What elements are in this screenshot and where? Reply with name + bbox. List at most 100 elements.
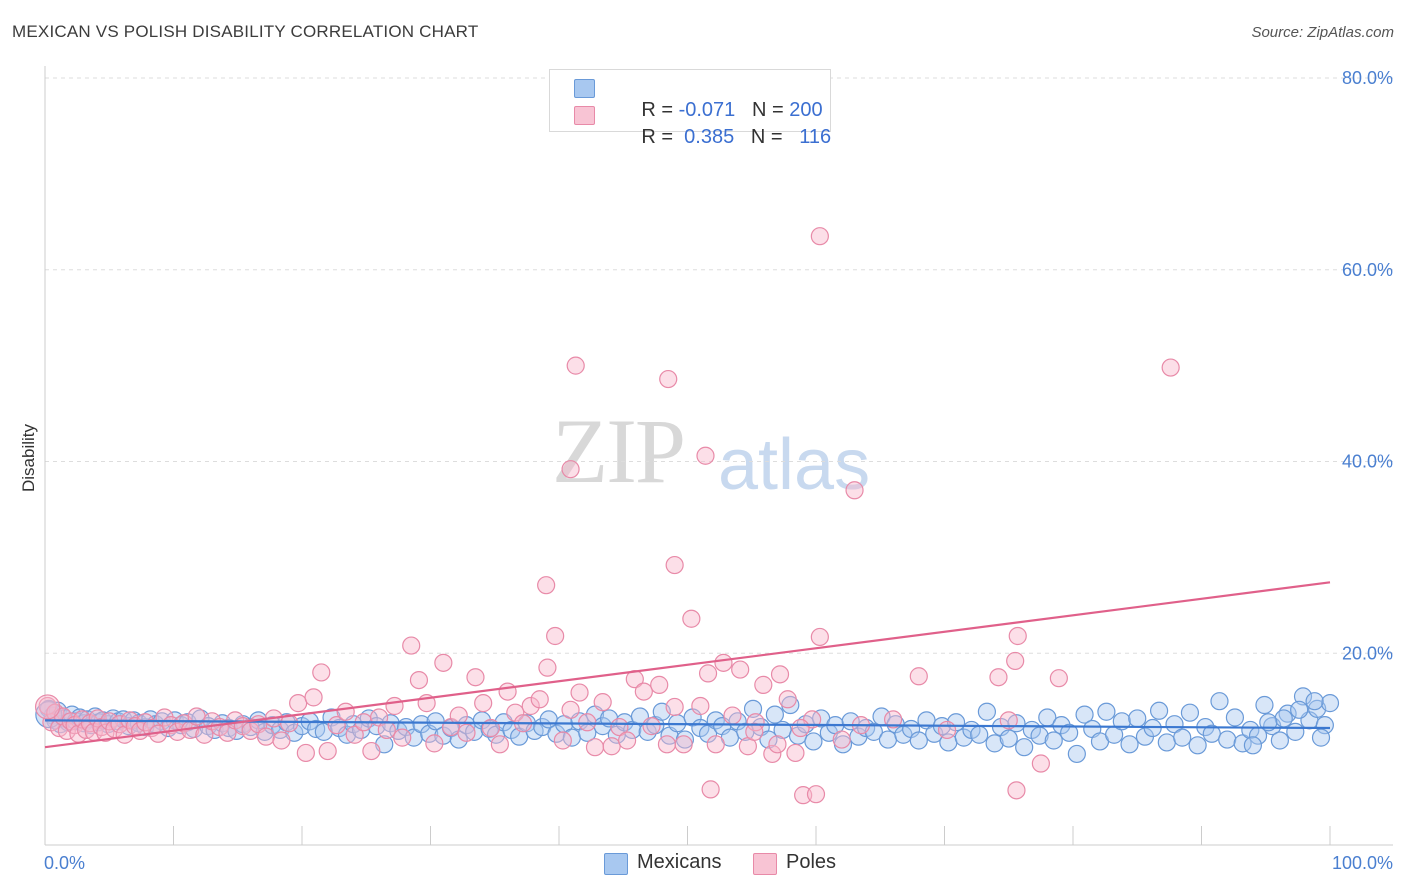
poles-point: [434, 653, 453, 672]
mexicans-point: [1270, 731, 1289, 750]
poles-point: [1049, 669, 1068, 688]
poles-point: [659, 369, 678, 389]
mexicans-point: [1305, 692, 1324, 711]
chart-title: MEXICAN VS POLISH DISABILITY CORRELATION…: [12, 22, 479, 41]
legend-swatch-poles: [574, 106, 595, 125]
poles-point: [674, 735, 693, 754]
mexicans-point: [330, 718, 349, 738]
poles-point: [327, 716, 346, 735]
poles-point: [289, 694, 308, 713]
poles-point: [845, 481, 864, 500]
bottom-legend-swatch-mexicans: [604, 853, 628, 875]
poles-point: [585, 738, 605, 757]
poles-point: [806, 785, 826, 804]
legend-r-label: R =: [641, 99, 679, 121]
y-axis-label: Disability: [19, 423, 38, 492]
poles-point: [490, 735, 509, 754]
mexicans-point: [1286, 722, 1305, 741]
poles-point: [553, 731, 572, 750]
poles-point: [989, 668, 1008, 687]
mexicans-point: [977, 702, 997, 721]
poles-point: [187, 707, 206, 726]
watermark-atlas: atlas: [718, 425, 871, 505]
tick-labels: 20.0% 40.0% 60.0% 80.0% 0.0% 100.0%: [44, 68, 1393, 873]
poles-point: [602, 737, 621, 756]
legend-n-value: 200: [789, 99, 823, 121]
legend-row-mexicans: R = -0.071 N = 200: [550, 76, 830, 121]
mexicans-point: [1218, 730, 1237, 749]
mexicans-point: [1293, 687, 1313, 706]
mexicans-point: [1320, 694, 1340, 713]
poles-point: [566, 356, 585, 375]
legend-swatch-mexicans: [574, 79, 595, 98]
mexicans-points: [35, 687, 1340, 764]
poles-point: [754, 675, 773, 694]
poles-point: [642, 717, 661, 736]
poles-point: [34, 694, 61, 720]
mexicans-point: [1311, 728, 1331, 747]
mexicans-point: [909, 731, 928, 750]
y-tick-label: 60.0%: [1342, 260, 1393, 280]
poles-point: [1161, 358, 1180, 377]
mexicans-point: [412, 715, 431, 734]
poles-point: [457, 723, 476, 742]
poles-point: [691, 696, 710, 716]
mexicans-point: [1149, 701, 1169, 720]
poles-point: [280, 714, 299, 733]
poles-point: [393, 728, 412, 747]
poles-point: [763, 744, 782, 764]
poles-point: [701, 780, 720, 799]
mexicans-point: [1255, 695, 1274, 715]
poles-point: [657, 735, 677, 754]
mexicans-point: [985, 734, 1004, 753]
mexicans-point: [1120, 735, 1139, 754]
poles-point: [318, 741, 337, 761]
poles-point: [402, 636, 421, 655]
legend-r-label: R =: [641, 126, 679, 148]
poles-point: [1006, 651, 1025, 671]
poles-point: [336, 702, 355, 721]
legend-r-value: -0.071: [678, 99, 736, 121]
mexicans-point: [804, 732, 823, 751]
poles-point: [786, 743, 805, 763]
poles-point: [682, 609, 701, 628]
poles-point: [593, 693, 612, 712]
poles-point: [665, 555, 684, 575]
poles-point: [409, 670, 429, 690]
mexicans-point: [878, 730, 898, 749]
poles-point: [546, 626, 565, 646]
mexicans-point: [999, 729, 1018, 748]
legend-r-value: 0.385: [684, 126, 735, 148]
mexicans-point: [1060, 723, 1079, 742]
mexicans-point: [970, 725, 989, 744]
poles-point: [714, 653, 733, 672]
mexicans-trend-line: [44, 719, 1331, 730]
mexicans-point: [1259, 713, 1278, 732]
watermark-zip: ZIP: [552, 400, 686, 502]
poles-point: [296, 743, 315, 763]
mexicans-point: [502, 720, 521, 740]
bottom-legend-swatch-poles: [753, 853, 777, 875]
mexicans-point: [1210, 692, 1229, 711]
mexicans-point: [1188, 736, 1207, 755]
poles-point: [449, 706, 468, 725]
mexicans-point: [1243, 736, 1263, 755]
poles-point: [272, 731, 291, 750]
poles-point: [345, 725, 364, 744]
poles-point: [304, 688, 323, 707]
mexicans-point: [743, 699, 763, 718]
poles-point: [537, 576, 556, 595]
legend-n-label: N =: [751, 99, 790, 121]
mexicans-point: [1290, 700, 1309, 719]
poles-point: [909, 667, 928, 686]
poles-point: [723, 706, 742, 725]
poles-point: [570, 683, 589, 702]
mexicans-point: [1157, 733, 1176, 752]
mexicans-point: [1044, 731, 1063, 750]
mexicans-point: [1173, 728, 1192, 747]
mexicans-point: [1015, 738, 1034, 757]
poles-point: [1031, 754, 1050, 773]
mexicans-point: [547, 724, 566, 743]
mexicans-point: [1165, 715, 1184, 734]
poles-point: [425, 734, 444, 753]
